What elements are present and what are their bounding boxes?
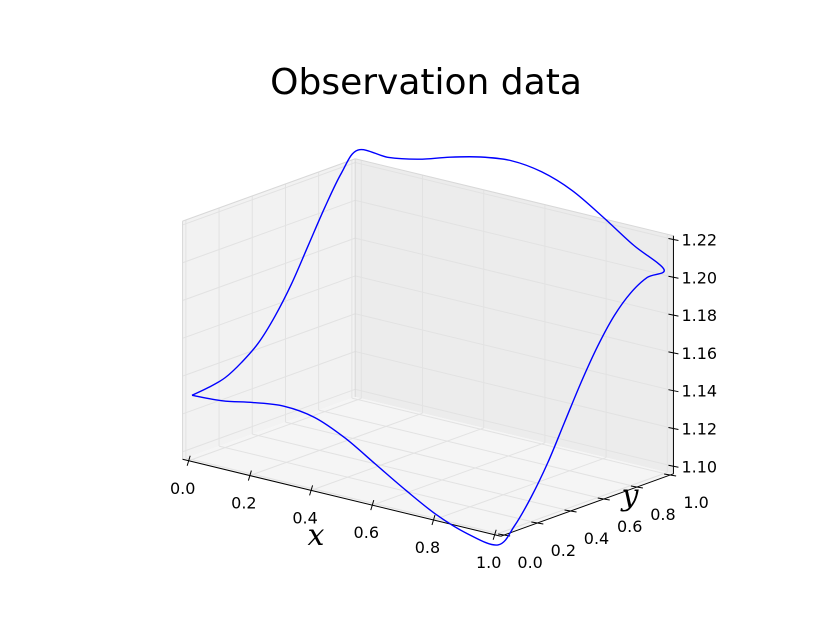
x-tick-label: 0.0 [170,479,195,498]
z-tick [668,426,679,430]
left-pane [182,158,356,460]
z-tick-label: 1.16 [681,344,717,363]
x-tick [186,455,191,466]
y-tick-label: 0.6 [617,517,642,536]
grid-line-z-back [355,351,674,429]
series-layer [191,148,665,546]
floor-pane [182,396,674,537]
series-line-0 [191,148,665,546]
z-tick-label: 1.22 [681,230,717,249]
x-axis-line [182,458,501,537]
grid-line-x-floor [249,412,423,477]
grid-line-z-left [182,162,356,226]
grid-line-z-left [182,275,356,339]
y-axis-label: y [620,478,640,513]
grid-line-z-left [182,351,356,415]
z-tick [668,237,679,241]
grid-line-z-left [182,313,356,377]
grid-line-x-floor [372,442,546,506]
pane-edge-left-top [182,158,356,222]
grid-line-y-floor [285,421,604,500]
y-tick-label: 0.0 [517,553,542,572]
grid-line-z-back [355,275,674,354]
pane-edge-back-top [355,158,674,237]
x-tick [309,485,314,496]
y-tick-label: 0.2 [551,541,576,560]
grid-line-z-left [182,199,356,264]
z-tick [668,389,679,393]
grid-line-z-back [355,162,674,240]
x-tick-label: 0.4 [292,508,317,527]
x-tick-label: 0.2 [231,494,256,513]
grid-line-z-left [182,237,356,301]
grid-line-x-floor [433,457,607,521]
axis-panes [182,158,674,537]
z-tick-label: 1.20 [681,268,717,287]
y-tick-label: 0.8 [650,505,675,524]
z-tick-label: 1.10 [681,457,717,476]
z-tick-label: 1.14 [681,382,717,401]
z-tick [668,313,679,317]
x-tick [247,470,252,481]
y-axis-line [500,473,674,537]
axis-lines [182,158,674,537]
z-tick-label: 1.12 [681,419,717,438]
back-pane [355,158,674,474]
y-tick [564,509,577,513]
grid-line-y-floor [252,433,571,512]
x-tick-label: 0.6 [354,523,379,542]
x-tick [370,500,375,511]
grid-line-z-back [355,237,674,316]
grid-line-z-back [355,388,674,467]
x-tick-label: 0.8 [415,538,440,557]
grid-line-z-back [355,199,674,278]
grid-line-y-floor [218,445,538,524]
y-tick-label: 1.0 [683,493,708,512]
y-tick [597,497,610,501]
chart-title: Observation data [270,62,582,103]
grid-line-x-floor [188,397,362,462]
grid-line-x-floor [494,471,668,536]
z-tick [668,464,679,468]
x-tick-label: 1.0 [476,553,501,572]
z-tick-label: 1.18 [681,306,717,325]
grid-line-z-back [355,313,674,392]
grid-line-y-floor [318,409,638,488]
z-tick [668,351,679,355]
grid-line-z-left [182,388,356,453]
y-tick [531,521,544,525]
y-tick [630,485,644,489]
y-tick-label: 0.4 [584,529,609,548]
x-tick [431,514,436,526]
grid-line-y-floor [351,397,671,476]
grid-line-x-floor [310,427,484,491]
y-tick [664,473,677,477]
z-tick [668,275,679,279]
grid-line-y-floor [185,457,505,536]
x-tick [492,529,497,540]
grid-lines [182,159,674,536]
x-axis-label: x [308,518,325,553]
